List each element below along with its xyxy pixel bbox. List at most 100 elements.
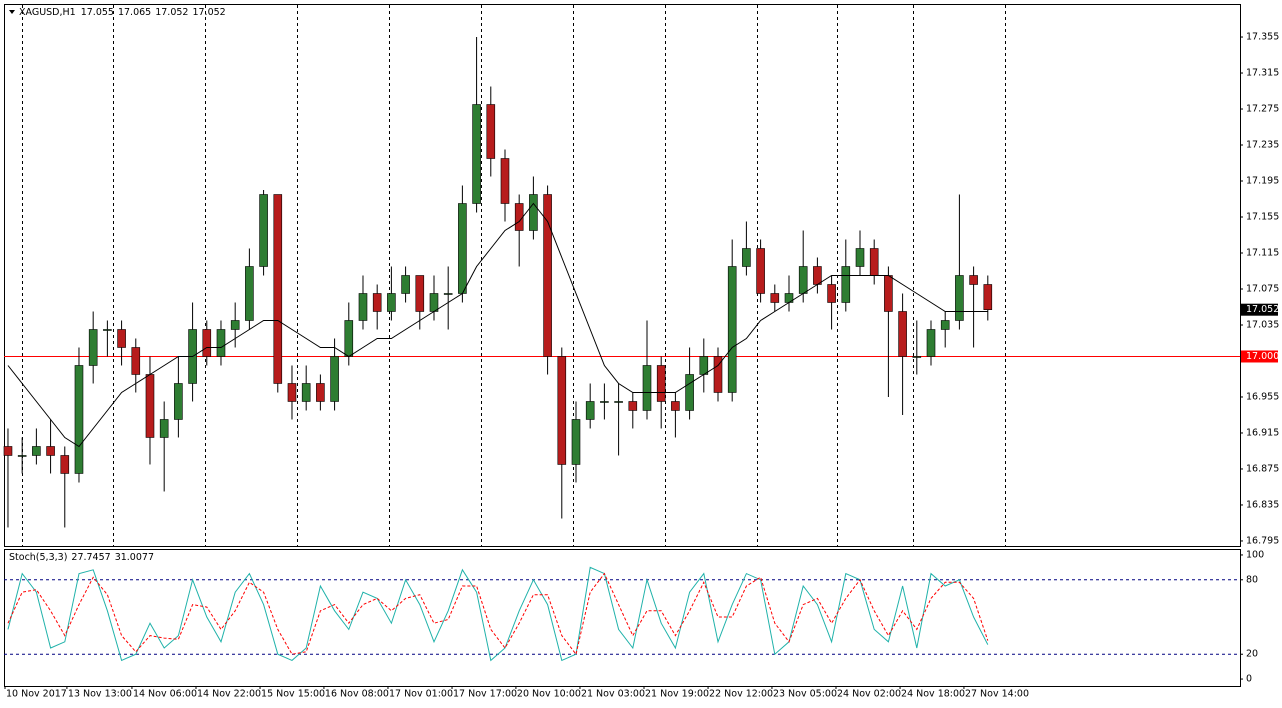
- candle-body: [316, 383, 325, 402]
- stoch-line: [7, 566, 989, 662]
- x-tick-label: 15 Nov 15:00: [261, 689, 325, 700]
- candle-body: [955, 275, 964, 321]
- candle-body: [245, 266, 254, 321]
- candle-body: [46, 446, 55, 456]
- x-tick-label: 21 Nov 03:00: [581, 689, 645, 700]
- price-pane: [4, 4, 1241, 547]
- candle-body: [103, 329, 112, 331]
- x-tick-label: 21 Nov 19:00: [645, 689, 709, 700]
- candle-body: [387, 293, 396, 312]
- candle-body: [898, 311, 907, 357]
- y-tick-label: 16.835: [1246, 499, 1279, 510]
- y-tick-label: 16.795: [1246, 535, 1279, 546]
- x-tick-label: 24 Nov 02:00: [837, 689, 901, 700]
- candle-body: [259, 194, 268, 267]
- close: 17.052: [192, 7, 225, 18]
- x-tick-label: 27 Nov 14:00: [965, 689, 1029, 700]
- candle-body: [287, 383, 297, 402]
- x-tick-label: 20 Nov 10:00: [517, 689, 581, 700]
- y-tick-label: 17.155: [1246, 212, 1279, 223]
- low: 17.052: [155, 7, 188, 18]
- candle-body: [912, 356, 922, 358]
- candle-body: [600, 401, 609, 403]
- candle-body: [202, 329, 212, 357]
- x-tick-label: 17 Nov 01:00: [389, 689, 453, 700]
- candle-body: [727, 266, 737, 393]
- candle-body: [514, 203, 524, 231]
- candle-body: [443, 293, 453, 295]
- x-tick-label: 23 Nov 05:00: [773, 689, 837, 700]
- candle-body: [940, 320, 950, 330]
- candle-body: [827, 284, 836, 303]
- y-tick-label: 100: [1246, 549, 1264, 560]
- candle-body: [358, 293, 368, 321]
- x-tick-label: 14 Nov 06:00: [133, 689, 197, 700]
- x-tick-label: 17 Nov 17:00: [453, 689, 517, 700]
- symbol: XAGUSD,H1: [19, 7, 76, 18]
- x-tick-label: 16 Nov 08:00: [325, 689, 389, 700]
- candle-body: [614, 401, 623, 403]
- candle-body: [628, 401, 638, 411]
- high: 17.065: [118, 7, 151, 18]
- candle-body: [756, 248, 765, 294]
- open: 17.055: [81, 7, 114, 18]
- candle-body: [74, 365, 84, 474]
- symbol-header: XAGUSD,H1 17.055 17.065 17.052 17.052: [19, 7, 226, 18]
- candle-body: [117, 329, 126, 348]
- stoch-header: Stoch(5,3,3) 27.7457 31.0077: [9, 552, 154, 563]
- stoch-main: 27.7457: [71, 552, 110, 563]
- y-tick-label: 16.875: [1246, 463, 1279, 474]
- candle-body: [159, 419, 169, 438]
- candle-body: [330, 356, 339, 402]
- candle-body: [472, 104, 481, 204]
- stoch-pane: [4, 549, 1241, 687]
- y-tick-label: 17.275: [1246, 104, 1279, 115]
- moving-average: [7, 202, 988, 448]
- candle-body: [216, 329, 226, 357]
- candle-body: [571, 419, 581, 465]
- candle-body: [174, 383, 183, 420]
- candle-body: [770, 293, 780, 303]
- candle-body: [500, 158, 510, 204]
- candle-body: [813, 266, 822, 285]
- candle-body: [855, 248, 865, 267]
- last-price-box: [1241, 303, 1278, 316]
- candle-body: [32, 446, 41, 456]
- candle-body: [301, 383, 311, 402]
- candle-body: [656, 365, 666, 402]
- last-price-label: 17.052: [1246, 304, 1279, 315]
- y-tick-label: 16.915: [1246, 427, 1279, 438]
- menu-arrow[interactable]: [9, 10, 15, 14]
- candle-body: [458, 203, 467, 294]
- candle-body: [685, 374, 694, 411]
- candle-body: [3, 446, 13, 456]
- candle-body: [60, 455, 70, 474]
- candle-body: [983, 284, 993, 310]
- candle-body: [543, 194, 552, 357]
- candle-body: [415, 275, 425, 312]
- candle-body: [131, 347, 141, 375]
- y-tick-label: 17.235: [1246, 140, 1279, 151]
- candle-body: [798, 266, 808, 294]
- stoch-name: Stoch(5,3,3): [9, 552, 67, 563]
- candle-body: [17, 455, 27, 457]
- level-label: 17.000: [1246, 351, 1279, 362]
- y-tick-label: 17.075: [1246, 283, 1279, 294]
- candle-body: [88, 329, 98, 366]
- candle-body: [671, 401, 680, 411]
- x-tick-label: 13 Nov 13:00: [68, 689, 132, 700]
- candle-body: [841, 266, 851, 303]
- candle-body: [699, 356, 709, 375]
- candle-body: [926, 329, 936, 357]
- x-tick-label: 22 Nov 12:00: [709, 689, 773, 700]
- candle-body: [372, 293, 382, 312]
- stoch-line: [7, 572, 989, 656]
- candle-body: [642, 365, 652, 411]
- x-tick-label: 10 Nov 2017: [6, 689, 67, 700]
- candle-body: [486, 104, 496, 159]
- candle-body: [869, 248, 879, 276]
- y-tick-label: 17.355: [1246, 32, 1279, 43]
- y-tick-label: 20: [1246, 649, 1258, 660]
- y-tick-label: 16.955: [1246, 391, 1279, 402]
- candle-body: [713, 356, 723, 393]
